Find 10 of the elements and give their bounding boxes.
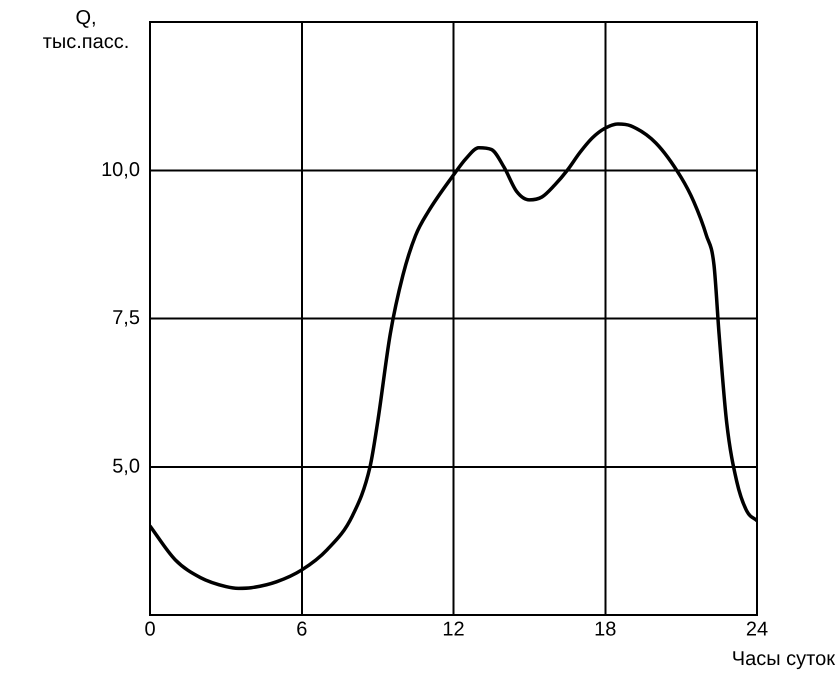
x-axis-title: Часы суток: [732, 648, 835, 671]
x-tick-label: 0: [144, 618, 156, 641]
x-tick-label: 24: [746, 618, 768, 641]
x-tick-label: 12: [442, 618, 465, 641]
x-tick-label: 18: [594, 618, 616, 641]
y-tick-label: 10,0: [101, 158, 140, 181]
y-axis-title: Q, тыс.пасс.: [42, 6, 130, 54]
y-tick-label: 7,5: [112, 307, 140, 330]
y-tick-label: 5,0: [112, 455, 140, 478]
x-tick-label: 6: [296, 618, 308, 641]
